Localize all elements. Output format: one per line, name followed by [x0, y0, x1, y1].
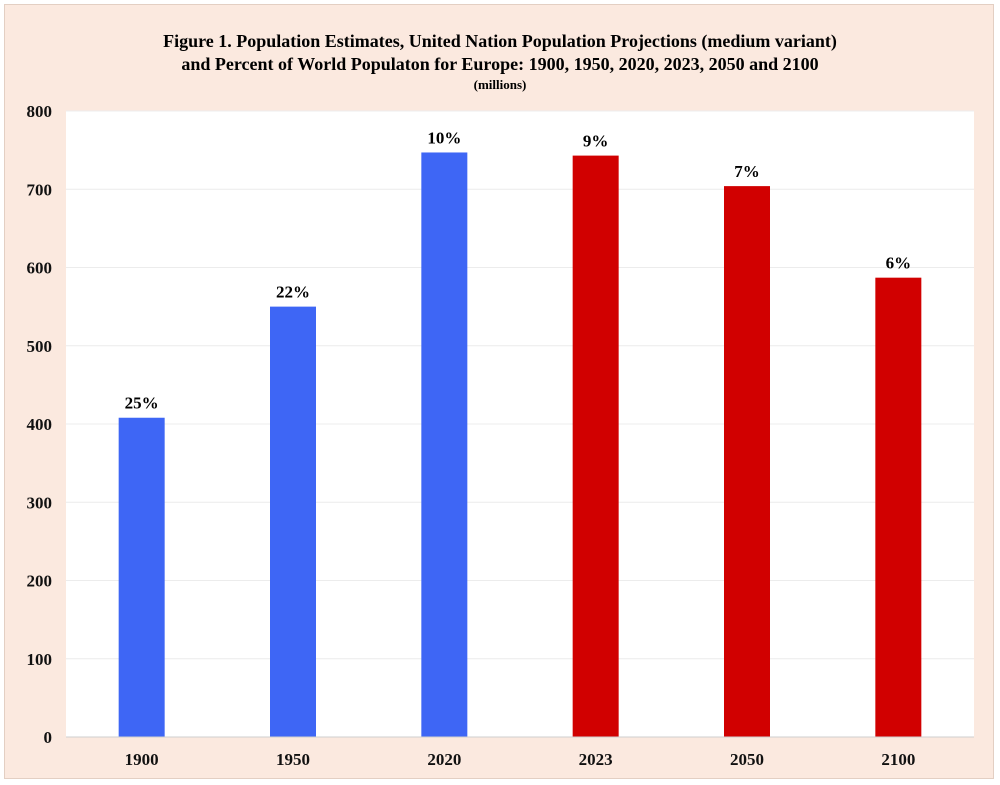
- x-tick-label: 2100: [881, 750, 915, 769]
- y-tick-label: 300: [27, 493, 53, 512]
- bar-2050: [724, 186, 770, 737]
- gridlines: [66, 110, 974, 660]
- x-tick-label: 2023: [579, 750, 613, 769]
- y-tick-label: 200: [27, 572, 53, 591]
- y-tick-label: 0: [44, 728, 53, 747]
- bar-2023: [572, 155, 619, 738]
- bar-2100: [875, 277, 922, 737]
- data-label: 9%: [583, 132, 609, 151]
- y-tick-label: 100: [27, 650, 53, 669]
- chart-title: Figure 1. Population Estimates, United N…: [163, 31, 837, 51]
- chart-title-line-2: and Percent of World Populaton for Europ…: [181, 54, 819, 74]
- y-tick-label: 800: [27, 102, 53, 121]
- y-tick-label: 600: [27, 259, 53, 278]
- data-label: 7%: [734, 162, 760, 181]
- bar-1950: [270, 306, 316, 737]
- x-tick-label: 2050: [730, 750, 764, 769]
- y-tick-label: 400: [27, 415, 53, 434]
- y-tick-label: 500: [27, 337, 53, 356]
- x-axis: 1900 1950 2020 2023 2050 2100: [66, 736, 974, 769]
- data-label: 6%: [886, 254, 912, 273]
- chart-title-block: Figure 1. Population Estimates, United N…: [0, 30, 1000, 94]
- data-label: 22%: [276, 283, 310, 302]
- x-tick-label: 1900: [125, 750, 159, 769]
- bar-2020: [421, 152, 468, 737]
- bar-1900: [118, 417, 165, 737]
- chart-subtitle: (millions): [473, 77, 527, 92]
- y-tick-label: 700: [27, 180, 53, 199]
- data-label: 10%: [427, 128, 461, 147]
- x-tick-label: 1950: [276, 750, 310, 769]
- data-label: 25%: [125, 394, 159, 413]
- x-tick-label: 2020: [427, 750, 461, 769]
- y-axis: 0 100 200 300 400 500 600 700 800: [27, 102, 53, 747]
- bars: 25% 22% 10% 9% 7% 6%: [118, 128, 922, 738]
